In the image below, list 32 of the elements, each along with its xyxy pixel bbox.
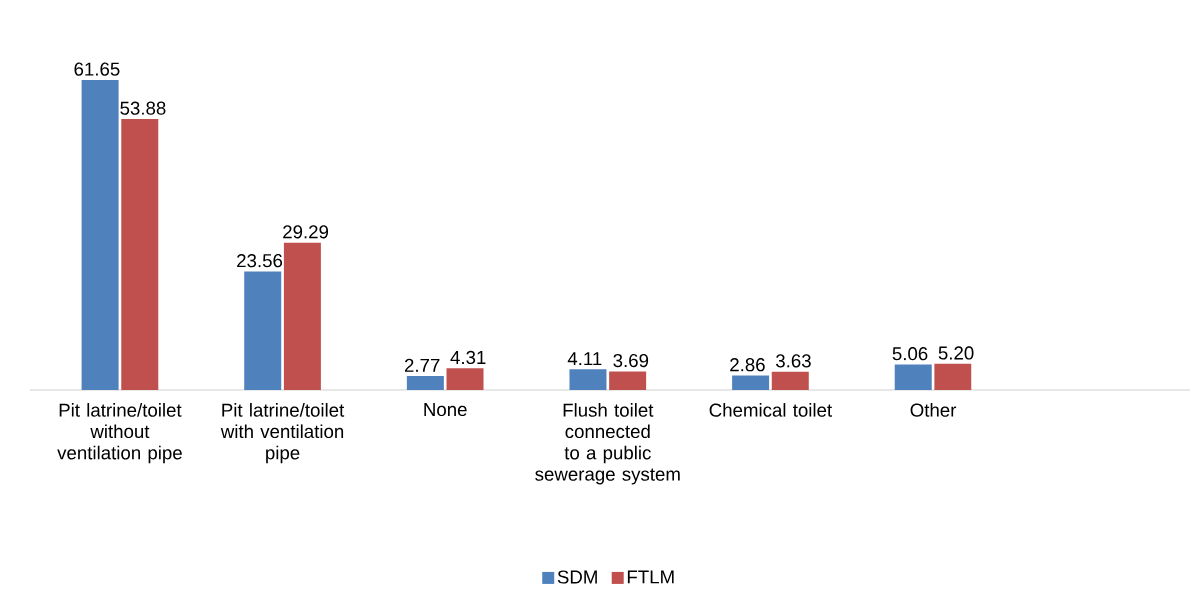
bar [771, 371, 809, 391]
x-tick-label: Pit latrine/toilet without ventilation pipe [57, 403, 182, 464]
data-label: 5.20 [938, 346, 974, 360]
data-label: 2.86 [730, 358, 765, 372]
data-label: 53.88 [120, 101, 166, 115]
data-label: 23.56 [237, 254, 283, 268]
x-tick-label: Chemical toilet [709, 403, 833, 417]
data-label: 3.69 [613, 354, 649, 368]
bar [81, 80, 119, 391]
x-tick-label: None [424, 403, 467, 417]
bar [934, 363, 972, 391]
data-label: 3.63 [775, 354, 811, 368]
x-tick-label: Pit latrine/toilet with ventilation pipe [220, 403, 345, 464]
data-label: 61.65 [74, 62, 120, 76]
bar [732, 375, 770, 391]
bar [609, 371, 647, 391]
legend-label: FTLM [627, 570, 674, 584]
bar [446, 368, 484, 391]
bar [121, 119, 159, 391]
data-label: 5.06 [892, 347, 928, 361]
bar [283, 242, 321, 391]
data-label: 29.29 [283, 225, 329, 239]
x-tick-label: Other [910, 403, 957, 417]
legend-label: SDM [557, 570, 597, 584]
data-label: 2.77 [404, 358, 440, 372]
bar [244, 271, 282, 391]
bar [406, 376, 444, 391]
bar [894, 364, 932, 391]
x-tick-label: Flush toilet connected to a public sewerage system [535, 403, 680, 485]
data-label: 4.31 [450, 350, 486, 365]
bar [569, 369, 607, 391]
data-label: 4.11 [567, 352, 602, 366]
